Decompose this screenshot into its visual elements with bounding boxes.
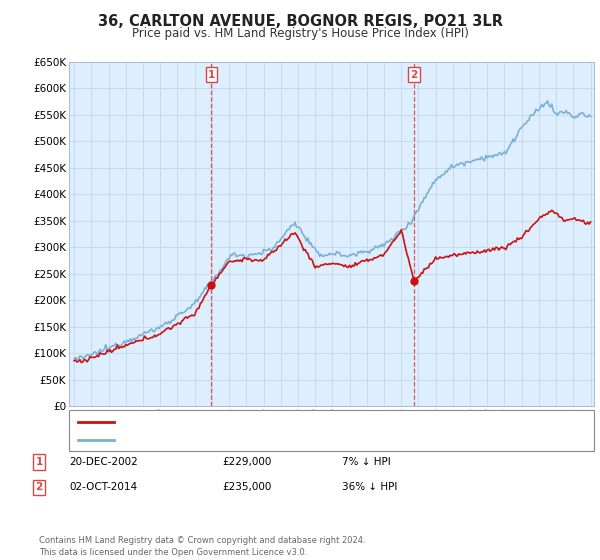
Text: Price paid vs. HM Land Registry's House Price Index (HPI): Price paid vs. HM Land Registry's House … <box>131 27 469 40</box>
Text: 36, CARLTON AVENUE, BOGNOR REGIS, PO21 3LR: 36, CARLTON AVENUE, BOGNOR REGIS, PO21 3… <box>97 14 503 29</box>
Text: Contains HM Land Registry data © Crown copyright and database right 2024.
This d: Contains HM Land Registry data © Crown c… <box>39 536 365 557</box>
Text: £235,000: £235,000 <box>222 482 271 492</box>
Text: 1: 1 <box>35 457 43 467</box>
Text: 36% ↓ HPI: 36% ↓ HPI <box>342 482 397 492</box>
Text: 7% ↓ HPI: 7% ↓ HPI <box>342 457 391 467</box>
Text: HPI: Average price, detached house, Arun: HPI: Average price, detached house, Arun <box>121 435 339 445</box>
Text: £229,000: £229,000 <box>222 457 271 467</box>
Text: 2: 2 <box>410 69 418 80</box>
Text: 2: 2 <box>35 482 43 492</box>
Text: 36, CARLTON AVENUE, BOGNOR REGIS, PO21 3LR (detached house): 36, CARLTON AVENUE, BOGNOR REGIS, PO21 3… <box>121 417 474 427</box>
Text: 20-DEC-2002: 20-DEC-2002 <box>69 457 138 467</box>
Text: 02-OCT-2014: 02-OCT-2014 <box>69 482 137 492</box>
Text: 1: 1 <box>208 69 215 80</box>
